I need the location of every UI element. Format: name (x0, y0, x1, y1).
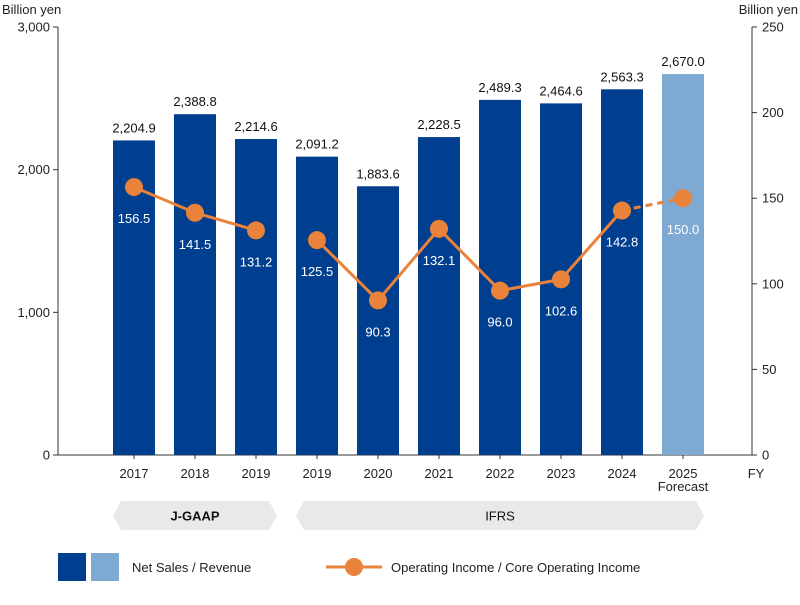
standard-band (296, 501, 704, 530)
line-value-label: 96.0 (487, 315, 512, 330)
right-tick-label: 250 (762, 20, 784, 35)
bar-value-label: 1,883.6 (356, 166, 399, 181)
x-tick-label: 2021 (425, 466, 454, 481)
x-tick-label: 2023 (547, 466, 576, 481)
legend: Net Sales / Revenue Operating Income / C… (58, 553, 640, 581)
line-point (613, 201, 631, 220)
right-axis-unit: Billion yen (739, 2, 798, 17)
line-point (430, 219, 448, 238)
bar-value-label: 2,388.8 (173, 94, 216, 109)
legend-line-marker (345, 558, 363, 576)
legend-bar-swatch (58, 553, 86, 581)
bar (601, 89, 643, 455)
line-value-label: 150.0 (667, 222, 700, 237)
bar-forecast (662, 74, 704, 455)
line-value-label: 156.5 (118, 211, 151, 226)
bar-value-label: 2,091.2 (295, 137, 338, 152)
x-tick-sublabel: Forecast (658, 479, 709, 494)
line-value-label: 102.6 (545, 303, 578, 318)
right-tick-label: 50 (762, 362, 776, 377)
axes: 0 1,000 2,000 3,000 0 50 100 150 200 250 2017 2018 2… (17, 20, 783, 495)
line-point (491, 281, 509, 300)
right-tick-label: 150 (762, 191, 784, 206)
line-point (247, 221, 265, 240)
accounting-standard-bands: J-GAAP IFRS (113, 501, 704, 530)
line-value-label: 131.2 (240, 254, 273, 269)
line-point (186, 203, 204, 222)
right-tick-label: 200 (762, 105, 784, 120)
left-tick-label: 2,000 (17, 162, 50, 177)
bar-value-label: 2,214.6 (234, 119, 277, 134)
line-segment (315, 209, 624, 303)
x-tick-label: 2025 (669, 466, 698, 481)
bar (357, 186, 399, 455)
x-tick-label: 2022 (486, 466, 515, 481)
left-tick-label: 0 (43, 448, 50, 463)
right-tick-label: 0 (762, 448, 769, 463)
line-point (674, 189, 692, 208)
x-tick-label: 2017 (120, 466, 149, 481)
bar-value-label: 2,563.3 (600, 69, 643, 84)
x-tick-label: 2020 (364, 466, 393, 481)
bar (235, 139, 277, 455)
line-forecast-segment (621, 196, 684, 212)
line-series (125, 178, 692, 310)
legend-line-label: Operating Income / Core Operating Income (391, 560, 640, 575)
x-tick-label: 2018 (181, 466, 210, 481)
line-value-label: 132.1 (423, 253, 456, 268)
bar-value-label: 2,489.3 (478, 80, 521, 95)
right-tick-label: 100 (762, 276, 784, 291)
line-value-label: 142.8 (606, 235, 639, 250)
line-value-label: 125.5 (301, 264, 334, 279)
standard-band-label: J-GAAP (170, 509, 219, 524)
line-point (552, 270, 570, 289)
bar (418, 137, 460, 456)
line-value-label: 141.5 (179, 237, 212, 252)
left-tick-label: 3,000 (17, 20, 50, 35)
x-tick-label: 2019 (303, 466, 332, 481)
left-tick-label: 1,000 (17, 305, 50, 320)
bar-series (113, 74, 704, 456)
legend-bar-forecast-swatch (91, 553, 119, 581)
line-point (308, 231, 326, 250)
data-labels: 2,204.9 2,388.8 2,214.6 2,091.2 1,883.6 2,228… (112, 54, 704, 339)
x-tick-label: 2024 (608, 466, 637, 481)
bar-value-label: 2,228.5 (417, 117, 460, 132)
x-tick-label: 2019 (242, 466, 271, 481)
standard-band (113, 501, 277, 530)
line-point (125, 178, 143, 197)
bar (296, 156, 338, 456)
bar (174, 114, 216, 455)
x-axis-suffix: FY (748, 466, 765, 481)
left-axis-unit: Billion yen (2, 2, 61, 17)
legend-bar-label: Net Sales / Revenue (132, 560, 251, 575)
bar-value-label: 2,464.6 (539, 83, 582, 98)
line-point (369, 291, 387, 310)
line-value-label: 90.3 (365, 324, 390, 339)
bar-value-label: 2,670.0 (661, 54, 704, 69)
bar-value-label: 2,204.9 (112, 120, 155, 135)
standard-band-label: IFRS (485, 509, 515, 524)
